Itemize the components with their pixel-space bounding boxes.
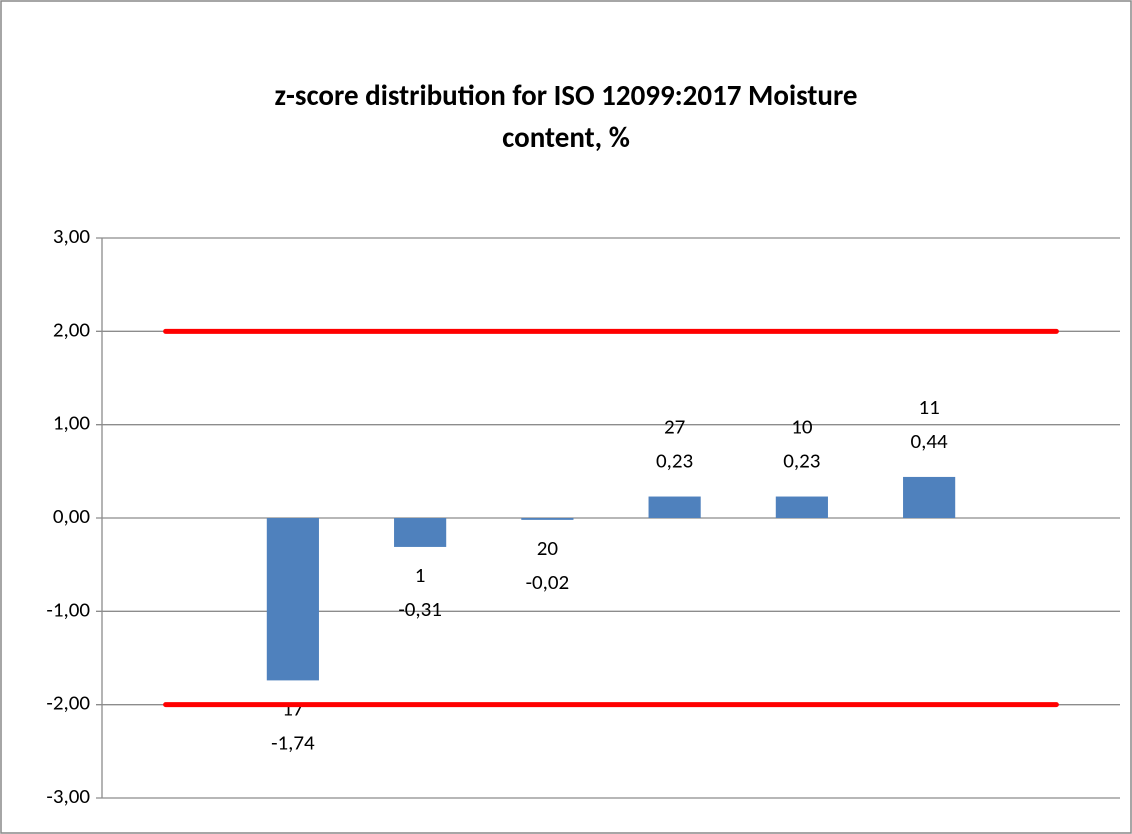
data-label: -0,02 [526,569,570,595]
bar [394,518,447,547]
data-label-category: 10 [791,414,813,440]
data-label: 0,44 [911,428,949,454]
bar [648,496,701,518]
bar [521,518,574,520]
data-label-category: 27 [664,414,685,440]
chart-title: z-score distribution for ISO 12099:2017 … [274,77,857,113]
y-tick-label: -2,00 [46,690,90,716]
bar [775,496,828,518]
data-label: -0,31 [398,596,442,622]
data-label: -1,74 [271,729,315,755]
data-label-category: 17 [282,695,303,721]
bar [903,476,956,518]
data-label-category: 11 [918,394,939,420]
data-label: 0,23 [783,448,820,474]
y-tick-label: 2,00 [53,316,91,342]
y-tick-label: -3,00 [46,783,90,809]
data-label-category: 1 [415,562,426,588]
data-label: 0,23 [656,448,693,474]
y-tick-label: 3,00 [53,223,91,249]
data-label-category: 20 [537,535,559,561]
y-tick-label: -1,00 [46,596,90,622]
bar [266,518,319,681]
chart-title: content, % [502,119,630,155]
y-tick-label: 0,00 [53,503,91,529]
y-tick-label: 1,00 [53,410,91,436]
